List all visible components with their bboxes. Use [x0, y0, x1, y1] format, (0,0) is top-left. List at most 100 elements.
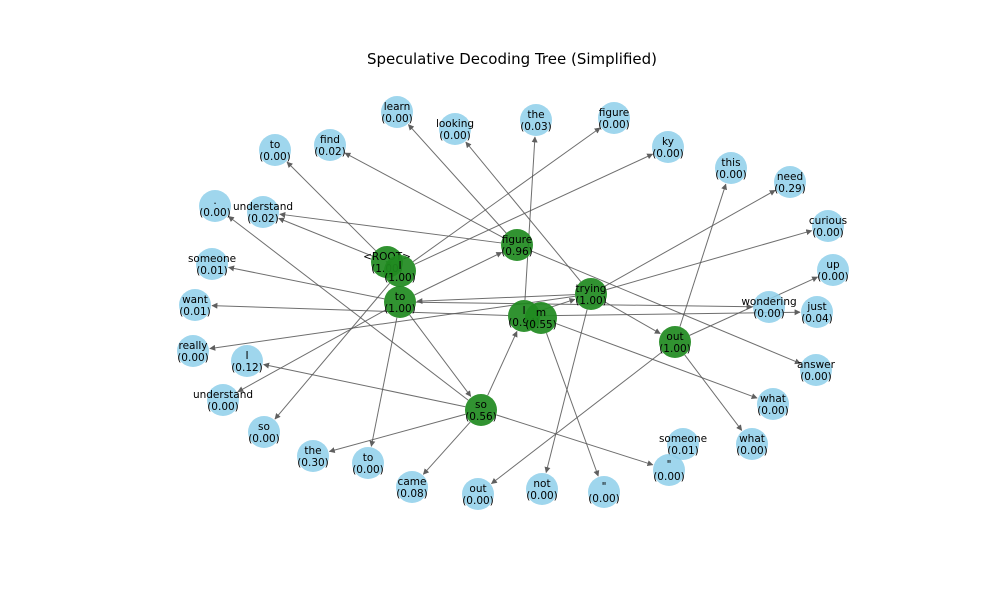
node-label-to_main: to (1.00) [384, 291, 416, 315]
node-understand2: understand (0.00) [193, 384, 253, 416]
node-circle-dot [199, 190, 231, 222]
node-circle-answer [800, 354, 832, 386]
node-circle-so2 [248, 416, 280, 448]
edge-trying-to-need [604, 189, 776, 287]
node-circle-figure2 [598, 102, 630, 134]
node-circle-the1 [520, 104, 552, 136]
node-dot: . (0.00) [199, 190, 231, 222]
edge-root-to-to2 [286, 161, 377, 252]
edge-out_main-to-this [679, 183, 727, 327]
node-label-learn: learn (0.00) [381, 101, 413, 125]
node-label-quote1: " (0.00) [653, 459, 685, 483]
edge-to_main-to-to3 [369, 317, 398, 447]
node-figure_main: figure (0.96) [501, 229, 533, 261]
node-circle-ky [652, 131, 684, 163]
node-label-just: just (0.04) [801, 301, 833, 325]
node-circle-trying [575, 278, 607, 310]
node-label-understand2: understand (0.00) [193, 389, 253, 413]
node-label-trying: trying (1.00) [575, 283, 607, 307]
node-really: really (0.00) [177, 335, 209, 367]
node-circle-find [314, 129, 346, 161]
node-label-came: came (0.08) [396, 476, 428, 500]
node-label-really: really (0.00) [177, 340, 209, 364]
node-label-someone2: someone (0.01) [659, 433, 707, 457]
node-label-need: need (0.29) [774, 171, 806, 195]
node-label-understand1: understand (0.02) [233, 201, 293, 225]
node-this: this (0.00) [715, 152, 747, 184]
node-circle-quote2 [588, 476, 620, 508]
node-out2: out (0.00) [462, 478, 494, 510]
edge-to_main-to-someone1 [228, 265, 385, 300]
node-label-to3: to (0.00) [352, 452, 384, 476]
node-quote2: " (0.00) [588, 476, 620, 508]
edge-so_main-to-dot [228, 215, 469, 401]
node-what2: what (0.00) [736, 428, 768, 460]
edge-i_mid-to-the1 [524, 136, 538, 301]
edge-out_main-to-out2 [490, 351, 663, 485]
node-circle-out_main [659, 326, 691, 358]
node-i_small: I (0.12) [231, 345, 263, 377]
edge-i_mid-to-want [211, 302, 509, 316]
node-label-up: up (0.00) [817, 259, 849, 283]
node-label-this: this (0.00) [715, 157, 747, 181]
node-circle-need [774, 166, 806, 198]
node-label-someone1: someone (0.01) [188, 253, 236, 277]
node-someone1: someone (0.01) [188, 248, 236, 280]
node-just: just (0.04) [801, 296, 833, 328]
node-circle-what2 [736, 428, 768, 460]
node-circle-understand1 [247, 196, 279, 228]
node-circle-looking [439, 113, 471, 145]
edge-figure_main-to-understand1 [279, 211, 502, 244]
nodes-layer: <ROOT>(1.00)I(1.00)figure(0.96)to(1.00)t… [177, 96, 849, 510]
node-the2: the (0.30) [297, 440, 329, 472]
edge-trying-to-to_main [416, 294, 576, 305]
node-to2: to (0.00) [259, 134, 291, 166]
edge-to_main-to-figure_main [414, 251, 503, 296]
node-label-looking: looking (0.00) [436, 118, 474, 142]
node-circle-so_main [465, 394, 497, 426]
node-circle-to2 [259, 134, 291, 166]
node-circle-i_top [384, 255, 416, 287]
edges-layer [209, 124, 819, 485]
node-circle-curious [812, 210, 844, 242]
node-curious: curious (0.00) [809, 210, 847, 242]
node-label-so_main: so (0.56) [465, 399, 497, 423]
node-looking: looking (0.00) [436, 113, 474, 145]
node-out_main: out (1.00) [659, 326, 691, 358]
node-to3: to (0.00) [352, 447, 384, 479]
node-ky: ky (0.00) [652, 131, 684, 163]
node-label-curious: curious (0.00) [809, 215, 847, 239]
node-up: up (0.00) [817, 254, 849, 286]
node-circle-really [177, 335, 209, 367]
edge-figure_main-to-learn [407, 124, 507, 234]
node-trying: trying (1.00) [575, 278, 607, 310]
node-circle-i_small [231, 345, 263, 377]
node-circle-figure_main [501, 229, 533, 261]
edge-i_top-to-so2 [274, 282, 391, 420]
node-label-answer: answer (0.00) [797, 359, 836, 383]
edge-so_main-to-came [422, 421, 471, 475]
node-need: need (0.29) [774, 166, 806, 198]
node-circle-up [817, 254, 849, 286]
edge-trying-to-curious [606, 229, 813, 291]
node-label-m: m (0.55) [525, 307, 557, 331]
edge-m-to-what1 [555, 323, 758, 400]
diagram-title: Speculative Decoding Tree (Simplified) [367, 50, 657, 68]
node-someone2: someone (0.01) [659, 428, 707, 460]
edge-root-to-understand1 [278, 217, 373, 257]
node-label-what1: what (0.00) [757, 393, 789, 417]
node-label-find: find (0.02) [314, 134, 346, 158]
node-to_main: to (1.00) [384, 286, 416, 318]
node-label-ky: ky (0.00) [652, 136, 684, 160]
edge-i_top-to-ky [414, 153, 654, 265]
edge-to_main-to-understand2 [237, 309, 387, 393]
node-label-the2: the (0.30) [297, 445, 329, 469]
edge-trying-to-not [544, 309, 588, 474]
node-label-out2: out (0.00) [462, 483, 494, 507]
node-circle-someone2 [667, 428, 699, 460]
node-circle-m [525, 302, 557, 334]
node-label-out_main: out (1.00) [659, 331, 691, 355]
node-label-figure_main: figure (0.96) [501, 234, 533, 258]
node-circle-to_main [384, 286, 416, 318]
